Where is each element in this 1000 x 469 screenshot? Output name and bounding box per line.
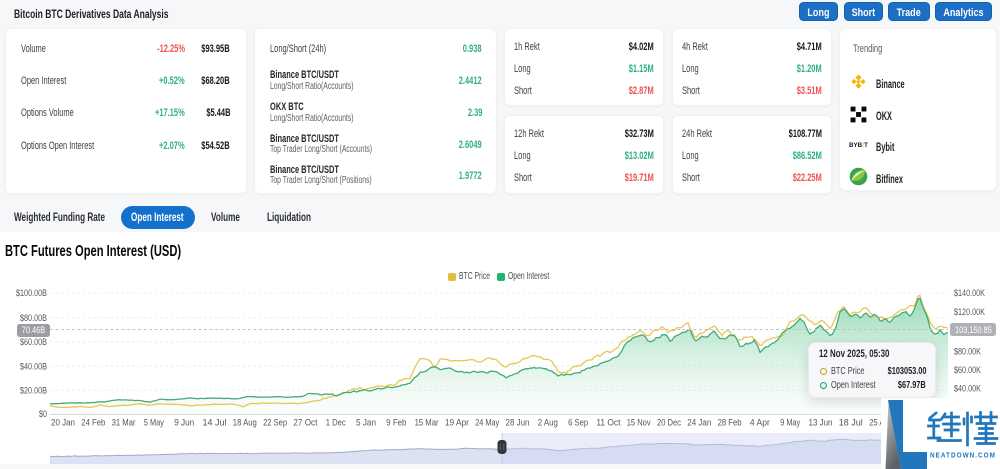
svg-text:2 Aug: 2 Aug xyxy=(538,418,558,429)
svg-text:28 Jun: 28 Jun xyxy=(506,418,530,429)
svg-text:11 Oct: 11 Oct xyxy=(596,418,620,429)
svg-text:NEATDOWN.COM: NEATDOWN.COM xyxy=(930,453,996,460)
svg-text:$0: $0 xyxy=(39,409,47,420)
svg-text:9 Feb: 9 Feb xyxy=(386,418,406,429)
svg-text:$80.00K: $80.00K xyxy=(954,347,981,358)
svg-text:22 Sep: 22 Sep xyxy=(263,418,287,429)
svg-text:$120.00K: $120.00K xyxy=(954,307,985,318)
svg-text:$60.00K: $60.00K xyxy=(954,365,981,376)
svg-text:24 Feb: 24 Feb xyxy=(81,418,105,429)
svg-text:15 Nov: 15 Nov xyxy=(627,418,651,429)
svg-text:15 Mar: 15 Mar xyxy=(415,418,439,429)
svg-text:$60.00B: $60.00B xyxy=(20,337,47,348)
svg-text:5 Jan: 5 Jan xyxy=(356,418,376,429)
svg-text:13 Jun: 13 Jun xyxy=(809,418,833,429)
svg-text:9 Jun: 9 Jun xyxy=(174,418,194,429)
svg-text:$40.00B: $40.00B xyxy=(20,361,47,372)
svg-text:18 Jul: 18 Jul xyxy=(839,418,863,429)
svg-text:20 Dec: 20 Dec xyxy=(657,418,681,429)
svg-text:$40.00K: $40.00K xyxy=(954,384,981,395)
svg-text:24 Jan: 24 Jan xyxy=(687,418,711,429)
svg-text:$140.00K: $140.00K xyxy=(954,288,985,299)
svg-text:18 Aug: 18 Aug xyxy=(233,418,257,429)
svg-text:6 Sep: 6 Sep xyxy=(568,418,588,429)
svg-text:20 Jan: 20 Jan xyxy=(51,418,75,429)
svg-text:4 Apr: 4 Apr xyxy=(750,418,770,429)
svg-text:5 May: 5 May xyxy=(144,418,164,429)
svg-text:1 Dec: 1 Dec xyxy=(326,418,346,429)
svg-text:9 May: 9 May xyxy=(780,418,800,429)
svg-text:$20.00B: $20.00B xyxy=(20,385,47,396)
svg-text:27 Oct: 27 Oct xyxy=(293,418,317,429)
svg-text:31 Mar: 31 Mar xyxy=(112,418,136,429)
svg-text:$80.00B: $80.00B xyxy=(20,313,47,324)
svg-text:14 Jul: 14 Jul xyxy=(203,418,227,429)
svg-text:24 May: 24 May xyxy=(475,418,499,429)
svg-text:$100.00B: $100.00B xyxy=(16,288,47,299)
svg-text:19 Apr: 19 Apr xyxy=(445,418,469,429)
svg-text:28 Feb: 28 Feb xyxy=(718,418,742,429)
